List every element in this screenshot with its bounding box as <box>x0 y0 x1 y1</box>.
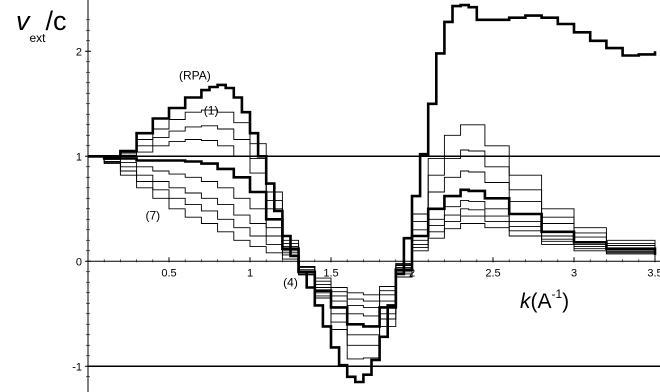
series-line-8 <box>88 155 656 302</box>
series-line-3 <box>88 125 656 346</box>
series-line-9 <box>88 155 656 296</box>
x-tick-label: 1 <box>247 267 253 279</box>
x-tick-label: 3.5 <box>647 267 660 279</box>
series-line-2 <box>88 109 656 360</box>
series-line-1 <box>88 3 657 384</box>
x-tick-label: 2.5 <box>485 267 500 279</box>
y-tick-label: -1 <box>72 361 82 373</box>
x-axis-label: k(A-1) <box>520 287 569 313</box>
y-axis-label: vext/c <box>16 6 67 45</box>
series-line-4 <box>88 139 656 336</box>
curve-annotation: (7) <box>145 208 160 222</box>
x-tick-label: 1.5 <box>323 267 338 279</box>
curve-annotation: (1) <box>204 103 219 117</box>
curve-annotation: (RPA) <box>179 69 211 83</box>
reference-lines <box>88 155 660 368</box>
axes <box>87 0 660 392</box>
y-tick-label: 2 <box>76 46 82 58</box>
x-tick-label: 0.5 <box>161 267 176 279</box>
series-line-6 <box>88 155 656 317</box>
series-line-5 <box>88 155 657 328</box>
y-tick-label: 1 <box>76 151 82 163</box>
annotations: (RPA) (1) (4) (7) <box>145 69 297 290</box>
series-layer <box>88 3 657 384</box>
curve-annotation: (4) <box>283 275 298 289</box>
x-tick-label: 3 <box>571 267 577 279</box>
y-tick-label: 0 <box>76 256 82 268</box>
